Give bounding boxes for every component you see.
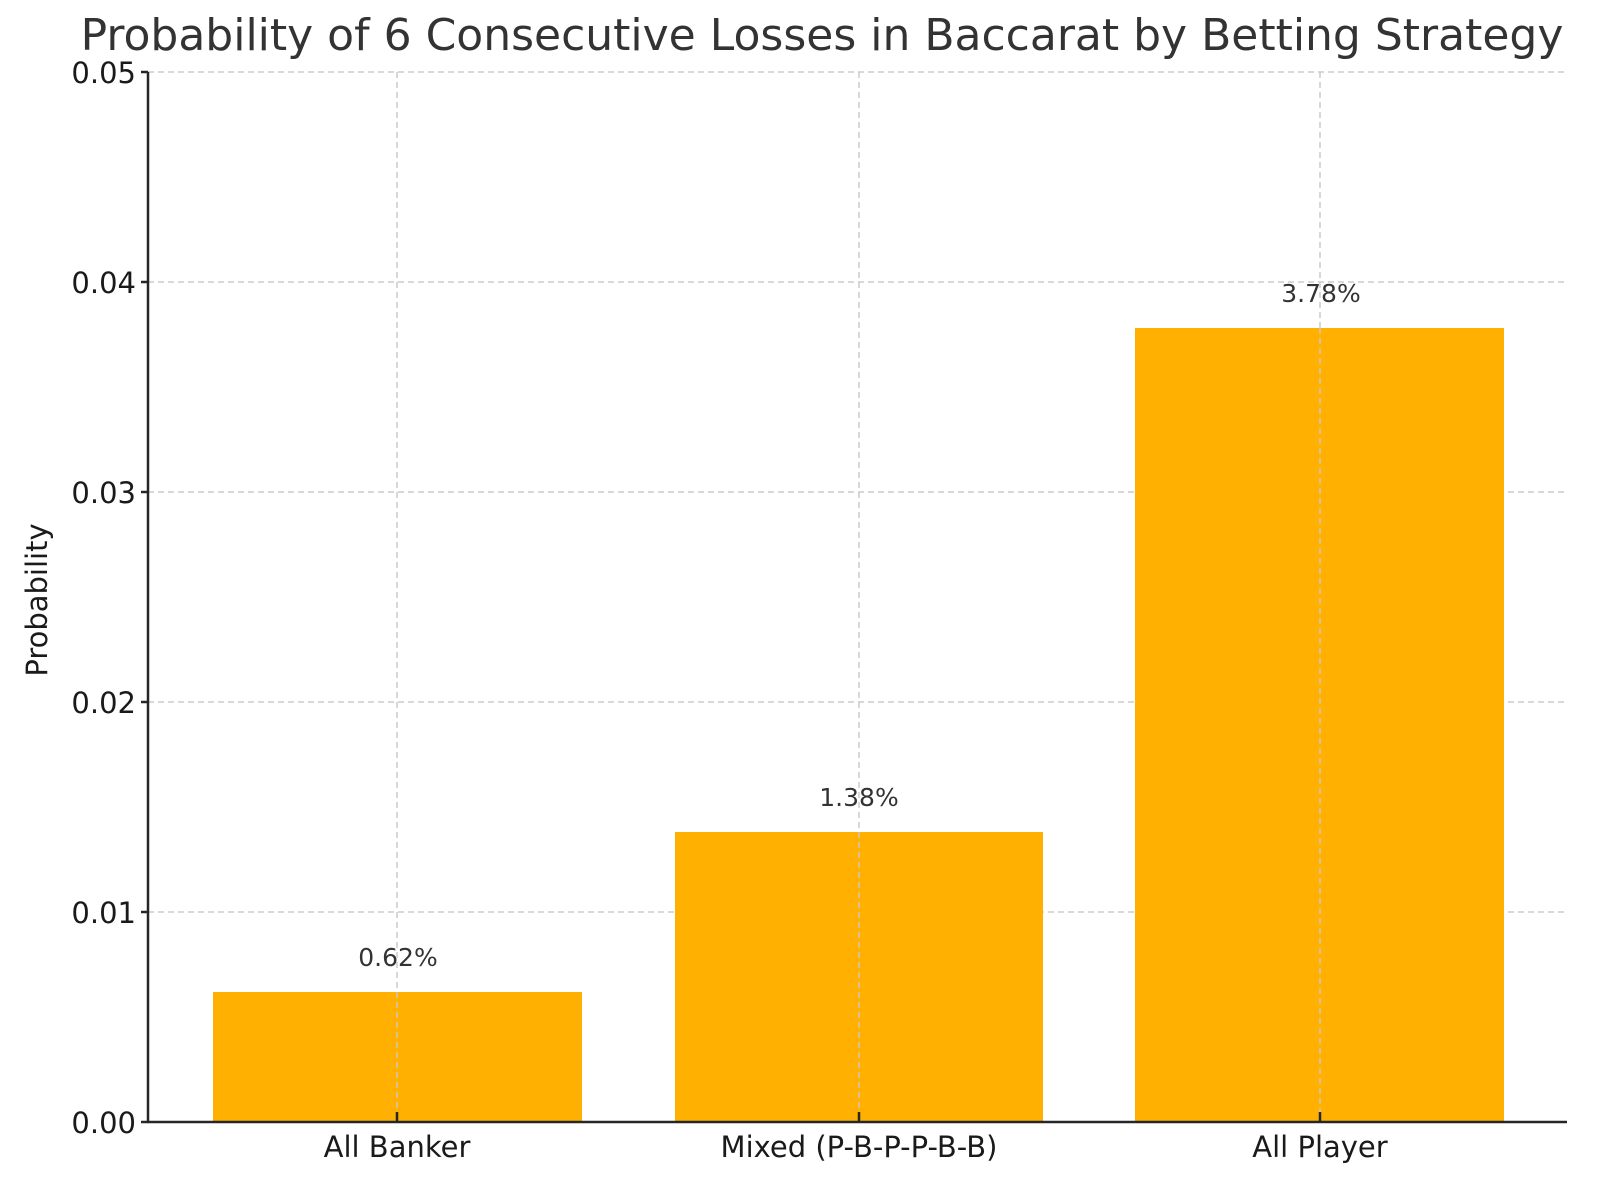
y-tick-label: 0.03 — [71, 476, 136, 510]
x-tick-label: All Player — [1252, 1130, 1387, 1164]
axes — [141, 70, 1567, 1124]
y-tick-label: 0.01 — [71, 896, 136, 930]
data-label: 0.62% — [358, 943, 437, 972]
y-tick-label: 0.05 — [71, 56, 136, 90]
x-tick-label: All Banker — [324, 1130, 471, 1164]
y-tick-labels: 0.05 0.04 0.03 0.02 0.01 0.00 — [71, 56, 136, 1140]
data-label: 1.38% — [819, 783, 898, 812]
y-tick-label: 0.00 — [71, 1106, 136, 1140]
x-tick-labels: All Banker Mixed (P-B-P-P-B-B) All Playe… — [324, 1130, 1388, 1164]
data-label: 3.78% — [1281, 279, 1360, 308]
y-tick-label: 0.02 — [71, 686, 136, 720]
x-tick-label: Mixed (P-B-P-P-B-B) — [721, 1130, 998, 1164]
data-labels: 0.62% 1.38% 3.78% — [358, 279, 1360, 972]
y-axis-label: Probability — [20, 523, 54, 676]
chart-title: Probability of 6 Consecutive Losses in B… — [80, 10, 1564, 61]
y-tick-label: 0.04 — [71, 266, 136, 300]
